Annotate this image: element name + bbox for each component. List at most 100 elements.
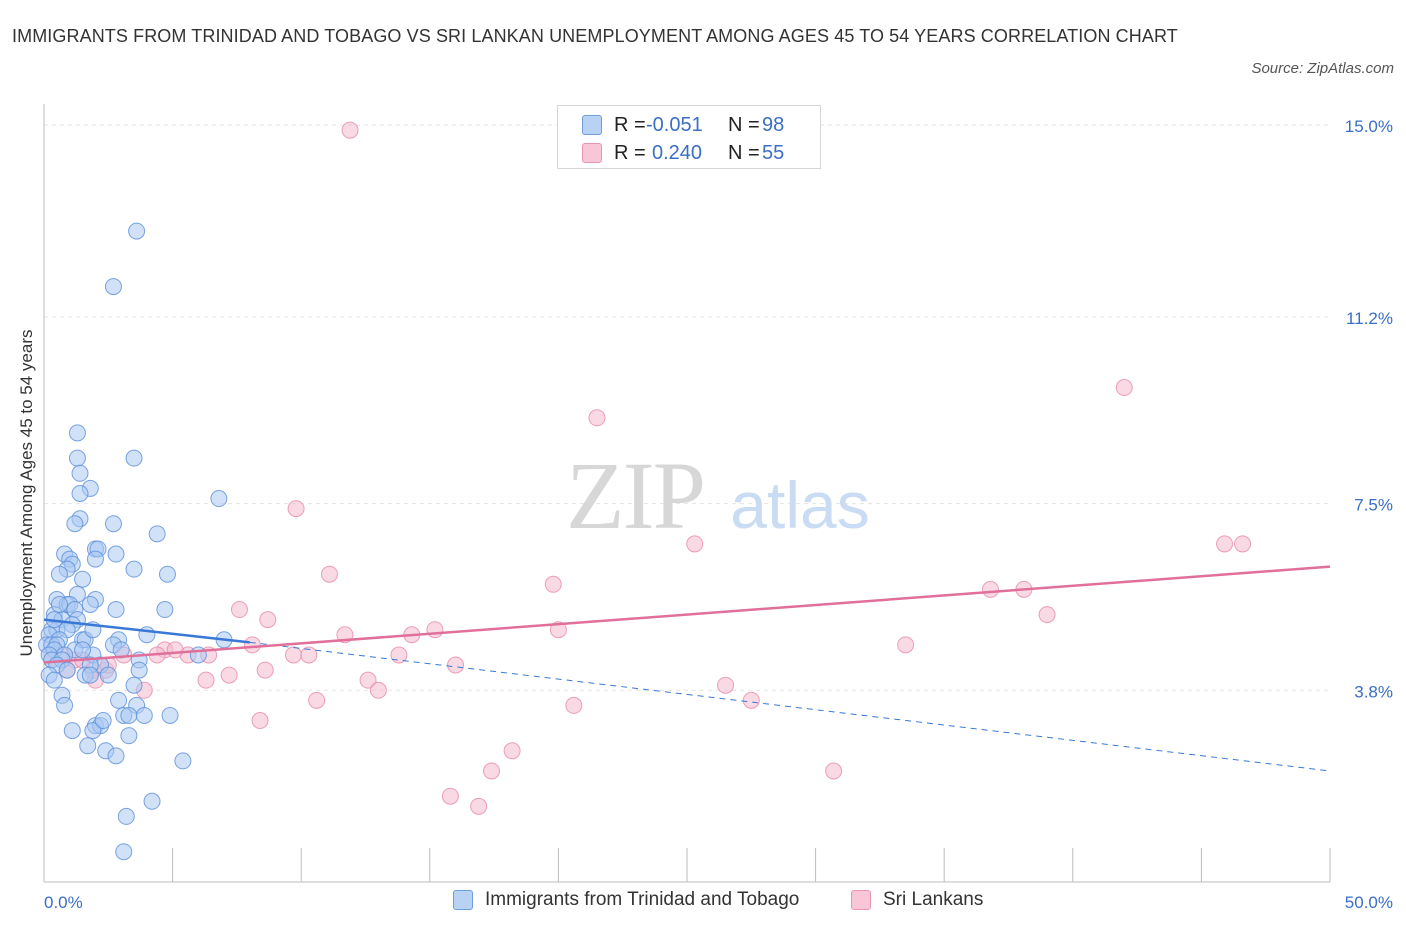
watermark-zip: ZIP <box>566 442 704 549</box>
sri-lankans-point <box>390 646 408 664</box>
sri-lankans-point <box>1038 606 1056 624</box>
sri-lankans-point <box>341 121 359 139</box>
trinidad-point <box>84 722 102 740</box>
correlation-legend: R = -0.051 N = 98 R = 0.240 N = 55 <box>557 105 821 169</box>
trinidad-point <box>86 550 104 568</box>
trinidad-point <box>104 278 122 296</box>
trinidad-points <box>38 222 233 861</box>
legend-r-value: -0.051 <box>646 113 703 136</box>
trinidad-point <box>56 696 74 714</box>
x-tick-label: 0.0% <box>44 893 83 912</box>
legend-n-value: 55 <box>762 141 785 164</box>
legend-row-srilankans: R = 0.240 N = 55 <box>582 140 784 166</box>
trinidad-point <box>125 560 143 578</box>
trinidad-point <box>71 484 89 502</box>
trinidad-trend <box>43 618 250 644</box>
chart-title: IMMIGRANTS FROM TRINIDAD AND TOBAGO VS S… <box>12 26 1178 46</box>
trinidad-point <box>50 565 68 583</box>
trinidad-point <box>130 661 148 679</box>
trinidad-point <box>71 464 89 482</box>
sri-lankans-point <box>197 671 215 689</box>
sri-lankans-point <box>166 641 184 659</box>
sri-lankans-point <box>565 696 583 714</box>
trinidad-point <box>79 737 97 755</box>
sri-lankans-point <box>470 797 488 815</box>
sri-lankans-point <box>686 535 704 553</box>
y-tick-label: 7.5% <box>1354 496 1393 515</box>
sri-lankans-point <box>717 676 735 694</box>
series-swatch-blue <box>453 890 473 910</box>
legend-r-label: R = <box>614 113 646 136</box>
trinidad-point <box>120 706 138 724</box>
sri-lankans-point <box>308 691 326 709</box>
trend-lines <box>43 565 1331 772</box>
trinidad-point <box>125 449 143 467</box>
trinidad-point <box>148 525 166 543</box>
sri-lankans-point <box>426 621 444 639</box>
sri-lankans-point <box>287 500 305 518</box>
tick-labels: 3.8% 7.5% 11.2% 15.0% 0.0% 50.0% <box>44 117 1393 912</box>
trinidad-point <box>110 691 128 709</box>
series-legend-trinidad[interactable]: Immigrants from Trinidad and Tobago <box>453 889 799 911</box>
sri-lankans-point <box>981 580 999 598</box>
y-axis-label: Unemployment Among Ages 45 to 54 years <box>17 329 36 657</box>
trinidad-point <box>99 666 117 684</box>
sri-lankans-point <box>544 575 562 593</box>
trinidad-point <box>161 706 179 724</box>
sri-lankans-point <box>230 601 248 619</box>
trinidad-point <box>107 747 125 765</box>
sri-lankans-point <box>259 611 277 629</box>
trinidad-point <box>68 424 86 442</box>
trinidad-point <box>107 601 125 619</box>
sri-lankans-point <box>243 636 261 654</box>
legend-row-trinidad: R = -0.051 N = 98 <box>582 112 784 138</box>
source-label: Source: ZipAtlas.com <box>1251 60 1394 77</box>
trinidad-point <box>81 595 99 613</box>
y-tick-label: 15.0% <box>1345 117 1393 136</box>
trinidad-point <box>74 641 92 659</box>
sri-lankans-point <box>441 787 459 805</box>
sri-lankans-point <box>1234 535 1252 553</box>
sri-lankans-trend <box>43 565 1331 664</box>
sri-lankans-point <box>503 742 521 760</box>
legend-r-value: 0.240 <box>652 141 703 164</box>
sri-lankans-point <box>588 409 606 427</box>
sri-lankans-point <box>251 712 269 730</box>
series-name-trinidad: Immigrants from Trinidad and Tobago <box>485 889 800 910</box>
trinidad-point <box>107 545 125 563</box>
sri-lankans-point <box>359 671 377 689</box>
sri-lankans-point <box>369 681 387 699</box>
series-legend: Immigrants from Trinidad and Tobago Sri … <box>0 889 1406 915</box>
trinidad-point <box>143 792 161 810</box>
legend-n-label: N = <box>728 113 760 136</box>
trinidad-point <box>58 661 76 679</box>
series-legend-srilankans[interactable]: Sri Lankans <box>851 889 983 911</box>
x-tick-label: 50.0% <box>1345 893 1393 912</box>
sri-lankans-point <box>1216 535 1234 553</box>
y-tick-label: 11.2% <box>1346 309 1393 328</box>
sri-lankans-point <box>320 565 338 583</box>
legend-n-value: 98 <box>762 113 785 136</box>
trinidad-point <box>50 595 68 613</box>
sri-lankans-point <box>447 656 465 674</box>
sri-lankans-point <box>220 666 238 684</box>
trinidad-point <box>104 515 122 533</box>
legend-n-label: N = <box>728 141 760 164</box>
trinidad-point <box>156 601 174 619</box>
sri-lankans-point <box>284 646 302 664</box>
trinidad-point <box>158 565 176 583</box>
trinidad-trend-dashed <box>249 641 1331 772</box>
sri-lankans-point <box>742 691 760 709</box>
sri-lankans-point <box>483 762 501 780</box>
legend-swatch-blue <box>582 115 602 135</box>
trinidad-point <box>210 490 228 508</box>
trinidad-point <box>66 515 84 533</box>
trinidad-point <box>81 666 99 684</box>
trinidad-point <box>115 843 133 861</box>
trinidad-point <box>125 676 143 694</box>
trinidad-point <box>128 222 146 240</box>
watermark: ZIP atlas <box>566 442 870 549</box>
trinidad-point <box>63 722 81 740</box>
sri-lankans-point <box>1115 379 1133 397</box>
